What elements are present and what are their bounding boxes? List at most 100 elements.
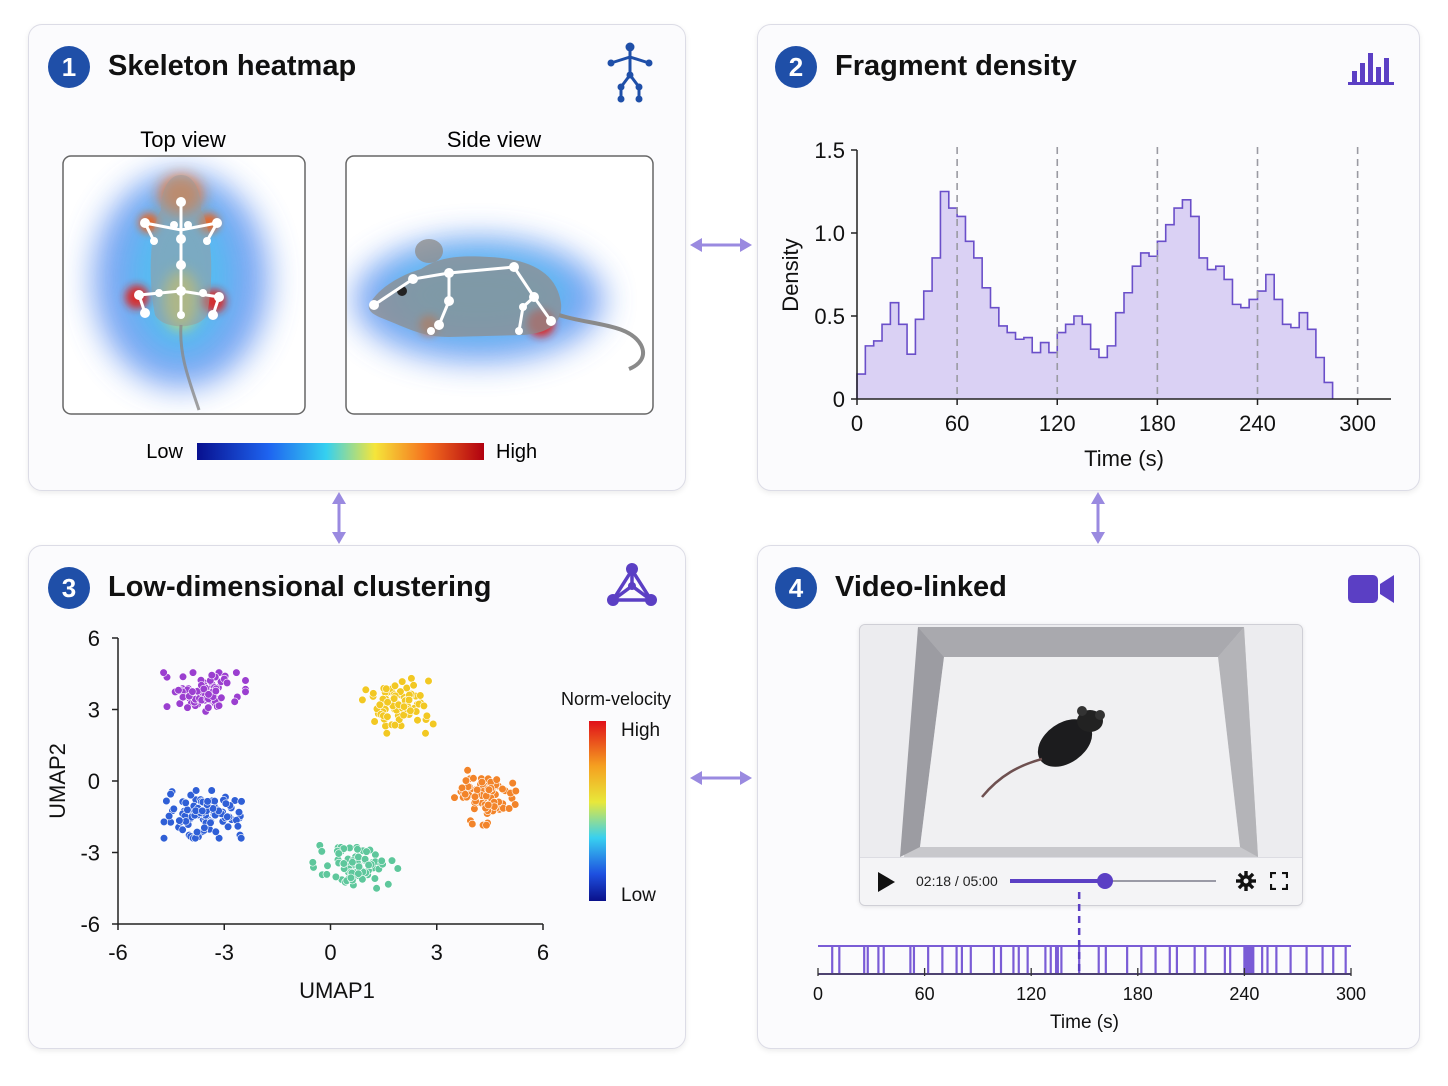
cluster-point (384, 880, 393, 889)
cluster-point (208, 804, 218, 813)
cluster-point (178, 825, 187, 834)
density-chart: 0 0.5 1.0 1.5 0 60 120 180 240 300 Time (s) Density (778, 138, 1391, 471)
cluster-point (358, 695, 367, 704)
cluster-point (331, 872, 341, 882)
cluster-point (230, 697, 239, 706)
cluster-point (362, 847, 371, 856)
cluster-point (369, 689, 378, 698)
cluster-point (463, 766, 472, 775)
density-area (857, 191, 1333, 399)
cluster-point (237, 797, 246, 806)
x-tick-label: 6 (537, 940, 549, 965)
cluster-point (159, 834, 169, 843)
video-seek-handle[interactable] (1096, 873, 1113, 889)
y-tick-label: -3 (80, 841, 100, 866)
link-arrow-2-4 (1091, 492, 1105, 544)
cluster-point (237, 834, 246, 843)
cluster-point (382, 729, 391, 738)
fullscreen-icon[interactable] (1270, 872, 1288, 890)
cluster-point (223, 678, 232, 687)
cluster-point (461, 790, 470, 799)
cluster-point (339, 859, 348, 868)
cluster-point (346, 873, 356, 882)
x-tick-label: 0 (813, 984, 823, 1004)
cluster-point (223, 812, 232, 821)
scale-low-label: Low (146, 441, 183, 463)
cluster-point (354, 862, 364, 871)
video-controls: 02:18 / 05:00 (860, 857, 1302, 905)
cluster-point (241, 676, 250, 685)
x-axis-label: Time (s) (1084, 446, 1164, 471)
panel-number-badge: 4 (775, 567, 817, 609)
cluster-point (232, 668, 241, 677)
cluster-point (399, 702, 409, 711)
video-player[interactable]: 02:18 / 05:00 (859, 624, 1303, 906)
cluster-point (207, 671, 216, 680)
y-tick-label: 6 (88, 626, 100, 651)
video-seek-fill (1010, 879, 1105, 883)
cluster-point (211, 827, 220, 836)
colorbar-title: Norm-velocity (561, 689, 671, 709)
cluster-point (199, 684, 208, 694)
cluster-point (210, 797, 219, 806)
y-tick-label: 0 (88, 769, 100, 794)
velocity-colorbar (589, 721, 606, 901)
cluster-point (473, 785, 482, 794)
cluster-point (511, 800, 520, 809)
cluster-point (181, 798, 190, 807)
cluster-point (390, 681, 400, 690)
cluster-point (354, 869, 363, 878)
network-triangle-icon (607, 563, 657, 606)
top-view-label: Top view (140, 127, 226, 152)
cluster-point (204, 690, 213, 699)
cluster-point (498, 784, 507, 794)
x-tick-label: -6 (108, 940, 128, 965)
panel-number-badge: 3 (48, 567, 90, 609)
panel-number-badge: 1 (48, 46, 90, 88)
cluster-point (377, 856, 386, 866)
cluster-point (383, 698, 392, 707)
scale-high-label: High (496, 441, 537, 463)
cluster-point (390, 694, 399, 703)
cluster-point (370, 874, 380, 883)
x-tick-label: 3 (431, 940, 443, 965)
cluster-point (469, 774, 478, 783)
cluster-point (375, 700, 384, 709)
cluster-point (206, 818, 215, 827)
cluster-point (203, 797, 212, 806)
cluster-point (353, 845, 362, 854)
play-icon[interactable] (876, 871, 896, 893)
video-seek-track[interactable] (1010, 873, 1216, 889)
side-view-frame (345, 155, 654, 415)
cluster-point (404, 695, 414, 705)
cluster-point (450, 793, 459, 802)
cluster-point (174, 686, 183, 695)
cluster-point (470, 792, 480, 801)
cluster-point (505, 804, 514, 813)
x-tick-label: -3 (214, 940, 234, 965)
cluster-point (165, 812, 174, 821)
cluster-point (387, 856, 397, 865)
colorbar-high-label: High (621, 720, 660, 741)
panel-title: Skeleton heatmap (108, 50, 357, 82)
settings-gear-icon[interactable] (1236, 871, 1256, 891)
cluster-point (484, 785, 494, 794)
event-raster-chart: 0 60 120 180 240 300 Time (s) (813, 892, 1366, 1033)
x-tick-label: 180 (1123, 984, 1153, 1004)
cluster-point (413, 716, 422, 725)
cluster-point (393, 864, 402, 873)
cluster-point (188, 668, 198, 677)
panel-video-linked: 4 Video-linked 02:18 / 05:00 (757, 545, 1420, 1049)
x-tick-label: 120 (1039, 411, 1076, 436)
cluster-point (424, 676, 433, 686)
cluster-point (207, 786, 216, 795)
cluster-point (468, 819, 477, 829)
cluster-point (178, 672, 188, 681)
x-tick-label: 240 (1229, 984, 1259, 1004)
cluster-point (204, 703, 213, 712)
cluster-point (200, 823, 209, 832)
x-tick-label: 300 (1339, 411, 1376, 436)
cluster-point (484, 800, 493, 810)
y-tick-label: 0 (833, 387, 845, 412)
cluster-point (492, 775, 501, 784)
